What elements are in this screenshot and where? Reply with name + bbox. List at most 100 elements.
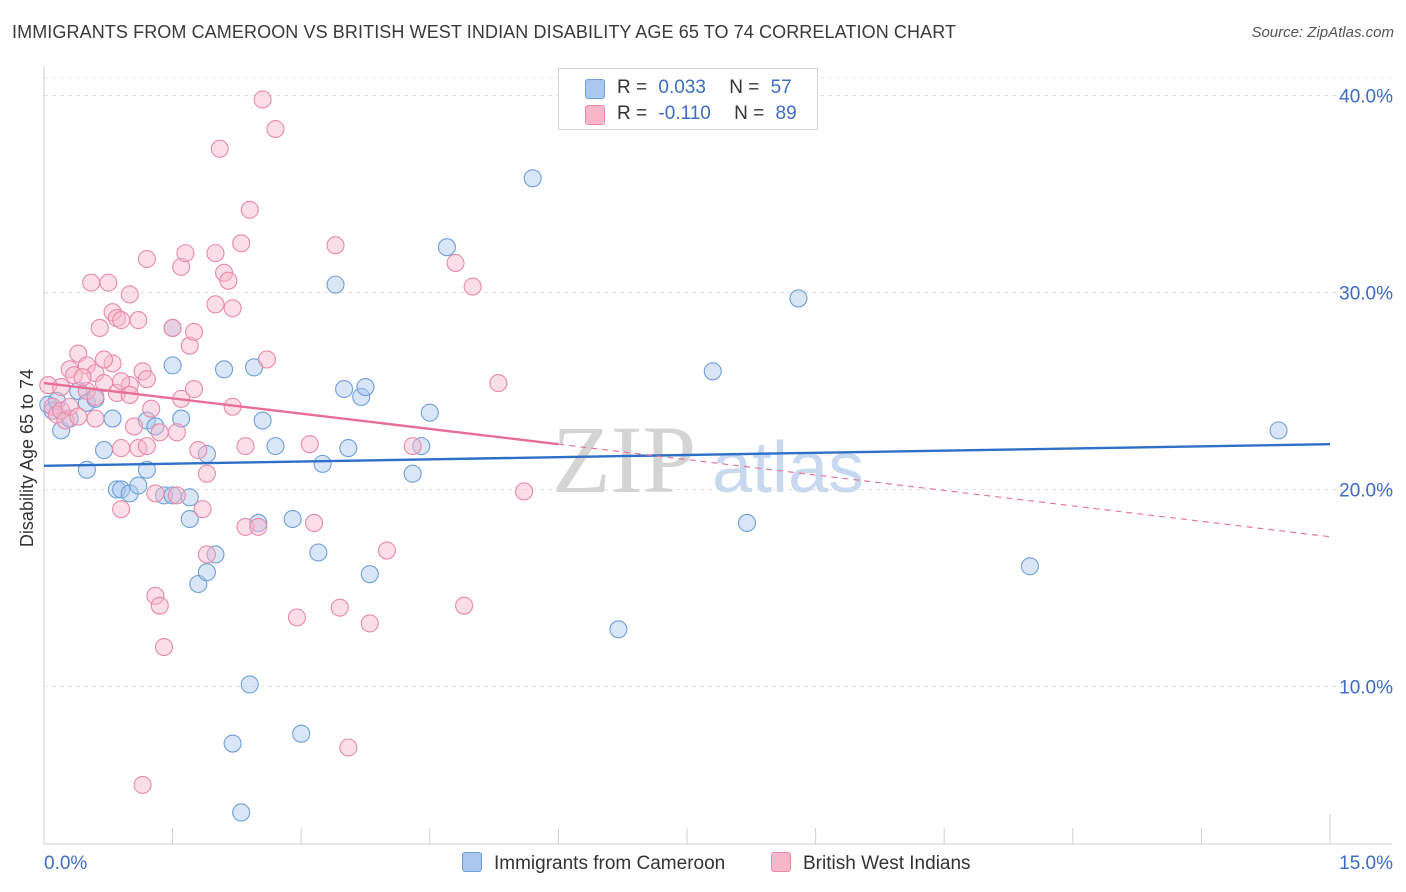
scatter-points — [39, 90, 1288, 822]
point-bwi — [167, 423, 186, 442]
point-cameroon — [356, 377, 375, 397]
axes — [43, 66, 1392, 845]
point-bwi — [197, 545, 216, 564]
point-cameroon — [1269, 421, 1288, 440]
point-cameroon — [197, 563, 216, 582]
point-bwi — [446, 253, 465, 273]
legend-label-bwi: British West Indians — [803, 853, 971, 874]
legend-label-cameroon: Immigrants from Cameroon — [494, 853, 726, 874]
point-bwi — [137, 249, 156, 269]
point-bwi — [120, 285, 139, 304]
point-bwi — [189, 441, 208, 460]
point-bwi — [232, 234, 251, 253]
legend-n-label: N = — [729, 77, 760, 98]
point-cameroon — [214, 360, 234, 379]
point-cameroon — [326, 275, 345, 294]
point-cameroon — [339, 439, 358, 458]
point-bwi — [99, 273, 118, 292]
point-bwi — [463, 277, 482, 296]
point-cameroon — [523, 169, 542, 188]
legend-swatch-bwi — [771, 852, 791, 872]
point-cameroon — [437, 238, 456, 257]
point-bwi — [133, 775, 152, 794]
point-bwi — [266, 119, 285, 139]
legend-item-cameroon[interactable]: Immigrants from Cameroon — [462, 852, 725, 875]
point-bwi — [167, 486, 186, 505]
point-bwi — [180, 336, 199, 355]
y-tick-label: 30.0% — [1339, 284, 1393, 305]
legend-r-value: 0.033 — [658, 77, 706, 98]
point-cameroon — [137, 460, 156, 479]
point-cameroon — [180, 509, 199, 529]
legend-n-value: 57 — [770, 77, 792, 98]
point-cameroon — [283, 509, 302, 529]
point-bwi — [94, 350, 114, 369]
point-bwi — [515, 482, 534, 501]
chart-title: IMMIGRANTS FROM CAMEROON VS BRITISH WEST… — [12, 22, 957, 42]
point-cameroon — [420, 403, 439, 422]
point-bwi — [249, 517, 268, 536]
point-cameroon — [789, 289, 808, 308]
point-cameroon — [292, 724, 311, 743]
legend-item-bwi[interactable]: British West Indians — [771, 852, 971, 875]
point-bwi — [455, 596, 474, 615]
point-bwi — [223, 299, 242, 318]
point-cameroon — [223, 734, 242, 753]
point-cameroon — [1020, 557, 1039, 576]
point-bwi — [300, 435, 319, 454]
legend-swatch-bwi — [585, 105, 605, 125]
point-cameroon — [253, 411, 272, 430]
point-bwi — [253, 90, 272, 109]
trend-line-bwi — [43, 381, 559, 446]
point-bwi — [146, 484, 165, 503]
point-bwi — [86, 409, 105, 428]
point-bwi — [219, 271, 238, 290]
point-bwi — [489, 374, 508, 393]
point-cameroon — [94, 441, 114, 460]
stats-legend: R = 0.033 N = 57 R = -0.110 N = 89 — [558, 68, 818, 130]
point-bwi — [154, 637, 174, 657]
point-cameroon — [172, 409, 191, 428]
point-bwi — [210, 139, 229, 158]
point-bwi — [240, 200, 259, 219]
point-bwi — [172, 257, 191, 276]
y-tick-label: 10.0% — [1339, 677, 1393, 698]
point-bwi — [124, 417, 144, 436]
point-bwi — [112, 372, 131, 391]
point-bwi — [176, 244, 195, 263]
point-cameroon — [309, 543, 328, 562]
point-cameroon — [313, 454, 332, 473]
point-bwi — [146, 586, 165, 605]
point-bwi — [236, 517, 255, 536]
point-cameroon — [129, 476, 148, 495]
point-bwi — [163, 318, 182, 338]
point-bwi — [150, 596, 169, 615]
tick-labels: 10.0% 20.0% 30.0% 40.0% 0.0% 15.0% — [44, 87, 1393, 874]
point-bwi — [360, 614, 379, 633]
point-bwi — [377, 541, 396, 560]
point-bwi — [137, 437, 156, 456]
trend-lines — [43, 381, 1331, 538]
point-bwi — [330, 598, 349, 617]
y-axis-label: Disability Age 65 to 74 — [17, 369, 37, 547]
point-cameroon — [737, 513, 757, 533]
trend-line-bwi-extension — [558, 443, 1331, 538]
gridlines — [44, 77, 1392, 687]
point-bwi — [184, 379, 204, 399]
point-cameroon — [266, 437, 285, 456]
point-cameroon — [112, 480, 131, 499]
point-cameroon — [240, 675, 259, 694]
point-bwi — [69, 407, 88, 426]
point-bwi — [112, 311, 131, 330]
point-bwi — [90, 318, 109, 338]
point-bwi — [137, 370, 156, 389]
legend-n-label: N = — [734, 103, 765, 124]
point-bwi — [129, 311, 148, 330]
point-bwi — [257, 350, 276, 369]
legend-r-label: R = — [617, 77, 648, 98]
point-bwi — [339, 738, 358, 757]
point-cameroon — [403, 464, 422, 483]
point-cameroon — [360, 565, 379, 584]
x-tick-label: 15.0% — [1339, 853, 1393, 874]
